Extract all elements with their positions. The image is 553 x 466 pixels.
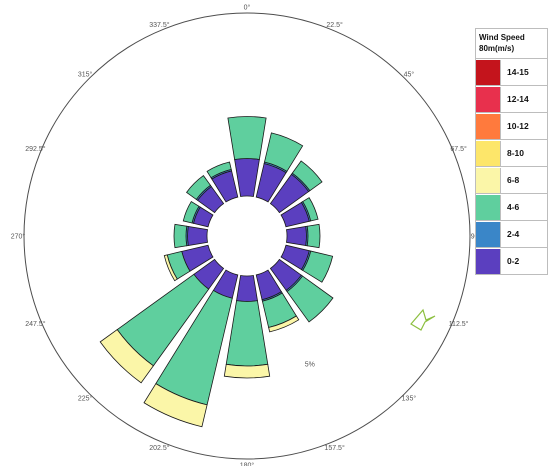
legend-swatch [476, 86, 501, 112]
legend-title-line2: 80m(m/s) [479, 44, 515, 53]
direction-label: 270° [11, 233, 26, 241]
direction-label: 225° [78, 394, 93, 402]
wedge-67_5-4-6 [302, 197, 319, 222]
wedge-292_5-4-6 [182, 201, 200, 224]
legend-label: 10-12 [507, 121, 529, 131]
wedge-90-0-2 [286, 226, 307, 246]
direction-label: 0° [244, 4, 251, 12]
legend-item: 0-2 [476, 248, 547, 274]
wedge-225-6-8 [99, 329, 154, 384]
wedge-315-4-6 [186, 175, 211, 200]
wedge-157_5-6-8 [268, 315, 300, 333]
direction-label: 45° [404, 71, 415, 79]
wedge-group [99, 116, 334, 428]
radial-percent-label: 5% [305, 362, 315, 369]
wedge-22_5-4-6 [263, 132, 304, 172]
wedge-45-4-6 [291, 160, 323, 192]
wedge-180-4-6 [225, 300, 269, 367]
direction-label: 247.5° [25, 320, 46, 328]
legend-title: Wind Speed 80m(m/s) [476, 29, 547, 59]
wedge-180-0-2 [236, 275, 258, 302]
direction-label: 67.5° [450, 145, 467, 153]
legend-item: 14-15 [476, 59, 547, 86]
legend-item: 6-8 [476, 167, 547, 194]
direction-label: 135° [402, 394, 417, 402]
legend-rows: 14-15 12-14 10-12 8-10 6-8 4-6 2-4 0-2 [476, 59, 547, 274]
direction-label: 315° [78, 71, 93, 79]
wedge-337_5-4-6 [206, 161, 232, 179]
legend-swatch [476, 248, 501, 274]
wedge-0-0-2 [234, 158, 260, 197]
legend-item: 12-14 [476, 86, 547, 113]
direction-label: 157.5° [324, 444, 345, 452]
wedge-247_5-6-8 [163, 254, 178, 282]
legend-item: 10-12 [476, 113, 547, 140]
legend-label: 14-15 [507, 67, 529, 77]
direction-label: 112.5° [449, 320, 469, 328]
direction-label: 292.5° [25, 145, 46, 153]
legend-swatch [476, 167, 501, 193]
wedge-0-4-6 [227, 116, 267, 160]
legend-swatch [476, 140, 501, 166]
direction-label: 180° [240, 462, 255, 466]
direction-label: 202.5° [149, 444, 170, 452]
legend-label: 0-2 [507, 256, 520, 266]
direction-label: 337.5° [149, 21, 170, 29]
legend-item: 4-6 [476, 194, 547, 221]
wedge-180-6-8 [223, 363, 271, 379]
compass-icon [410, 308, 436, 331]
legend-swatch [476, 221, 501, 247]
legend-title-line1: Wind Speed [479, 33, 525, 42]
legend-swatch [476, 194, 501, 220]
wedge-270-4-6 [173, 223, 188, 249]
outer-ring [23, 12, 471, 460]
wedge-270-0-2 [187, 226, 208, 246]
legend-label: 8-10 [507, 148, 525, 158]
direction-label-group: 0°22.5°45°67.5°90°112.5°135°157.5°180°20… [11, 4, 482, 466]
direction-label: 22.5° [326, 21, 343, 29]
legend-item: 2-4 [476, 221, 547, 248]
legend-label: 6-8 [507, 175, 520, 185]
wedge-135-4-6 [286, 275, 334, 323]
wedge-112_5-4-6 [302, 250, 334, 283]
wedge-202_5-6-8 [143, 383, 208, 428]
legend: Wind Speed 80m(m/s) 14-15 12-14 10-12 8-10 6… [475, 28, 548, 275]
legend-item: 8-10 [476, 140, 547, 167]
legend-label: 2-4 [507, 229, 520, 239]
wedge-90-4-6 [306, 223, 321, 249]
legend-label: 12-14 [507, 94, 529, 104]
legend-label: 4-6 [507, 202, 520, 212]
legend-swatch [476, 113, 501, 139]
legend-swatch [476, 59, 501, 85]
